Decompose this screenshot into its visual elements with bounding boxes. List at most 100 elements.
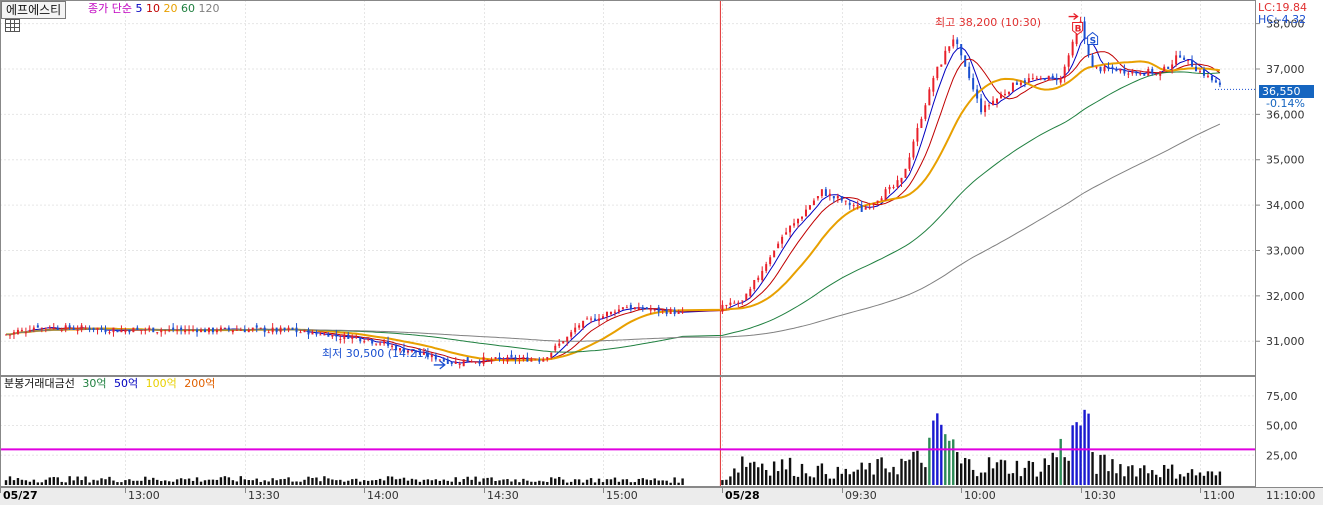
volume-bar (36, 482, 40, 485)
ma-line-5 (6, 37, 1221, 364)
candle-body (1143, 73, 1146, 76)
volume-bar (565, 482, 569, 485)
volume-bar (522, 478, 525, 485)
candle-body (279, 327, 282, 333)
candle-body (665, 309, 668, 315)
stock-name-box[interactable]: 에프에스티 (1, 1, 67, 19)
buy-marker-label: B (1075, 25, 1082, 35)
candle-body (1091, 55, 1094, 67)
candle-body (781, 236, 784, 244)
volume-bar (1003, 460, 1007, 485)
volume-bar (804, 473, 808, 485)
table-icon[interactable] (5, 19, 20, 32)
volume-bar (1170, 464, 1174, 485)
candle-body (777, 243, 780, 249)
volume-bar (868, 462, 871, 485)
volume-bar (84, 476, 87, 485)
volume-bar (788, 457, 792, 485)
candle-body (188, 329, 191, 331)
low-annotation: 최저 30,500 (14:21) (322, 347, 429, 360)
volume-bar (323, 476, 326, 485)
volume-bar (76, 476, 79, 485)
candle-body (92, 327, 95, 330)
volume-bar (1155, 474, 1158, 485)
volume-bar (677, 482, 680, 485)
volume-bar (617, 481, 621, 485)
candle-body (988, 105, 991, 107)
volume-bar (832, 478, 836, 485)
ma-period-5: 5 (135, 2, 143, 15)
volume-bar (876, 459, 879, 485)
volume-bar (1178, 474, 1182, 485)
price-tick-label: 37,000 (1266, 63, 1305, 76)
volume-bar (1190, 469, 1194, 485)
candle-body (1111, 66, 1114, 69)
volume-bar (466, 476, 469, 485)
candle-body (753, 279, 756, 290)
volume-bar (1079, 425, 1082, 485)
volume-bar (271, 478, 274, 485)
sell-marker-label: S (1090, 37, 1096, 47)
volume-bar (581, 482, 585, 485)
volume-bar (434, 479, 438, 485)
candle-body (259, 327, 262, 329)
volume-bar (211, 479, 215, 485)
candle-body (271, 327, 274, 333)
candle-body (192, 329, 195, 331)
volume-bar (498, 480, 501, 485)
candle-body (1139, 73, 1142, 75)
volume-bar (772, 461, 776, 485)
volume-bar (904, 461, 907, 485)
volume-bar (1166, 468, 1170, 485)
volume-bar (156, 479, 159, 485)
volume-bar (940, 424, 943, 485)
candle-body (375, 343, 378, 345)
volume-bar (1063, 457, 1066, 485)
candle-body (968, 66, 971, 79)
volume-bar (231, 480, 235, 485)
candle-body (426, 352, 429, 358)
volume-bar (892, 466, 895, 485)
candle-body (1007, 91, 1010, 94)
candle-body (1155, 73, 1158, 75)
volume-bar (573, 479, 577, 485)
time-tick-label: 11:00 (1203, 489, 1235, 502)
volume-bar (355, 478, 358, 485)
candle-body (761, 270, 764, 280)
candle-body (673, 309, 676, 315)
volume-bar (48, 477, 51, 485)
candle-body (745, 293, 748, 301)
volume-bar (1123, 476, 1126, 485)
candle-body (56, 327, 59, 330)
time-tick-label: 05/27 (3, 489, 38, 502)
volume-bar (577, 479, 581, 485)
volume-bar (430, 480, 434, 485)
ma-period-10: 10 (142, 2, 160, 15)
volume-bar (144, 476, 147, 485)
candle-body (840, 196, 843, 201)
candle-body (948, 46, 951, 51)
volume-bar (378, 478, 382, 485)
time-tick-label: 10:30 (1084, 489, 1116, 502)
price-tick-label: 36,000 (1266, 108, 1305, 121)
candle-body (16, 329, 19, 335)
candle-body (231, 329, 234, 333)
candle-body (359, 336, 362, 342)
candle-body (1035, 78, 1038, 80)
candle-body (629, 304, 632, 310)
volume-bar (315, 477, 318, 485)
candle-body (896, 180, 899, 187)
volume-bar (1194, 475, 1198, 485)
volume-bar (1147, 473, 1150, 485)
volume-bar (215, 479, 219, 485)
candle-body (725, 304, 728, 306)
candle-body (239, 329, 242, 331)
volume-bar (991, 468, 995, 485)
volume-bar (1083, 409, 1086, 485)
candle-body (1059, 78, 1062, 83)
candle-body (920, 118, 923, 128)
volume-bar (820, 463, 824, 485)
candle-body (904, 168, 907, 178)
time-tick-label: 13:00 (128, 489, 160, 502)
